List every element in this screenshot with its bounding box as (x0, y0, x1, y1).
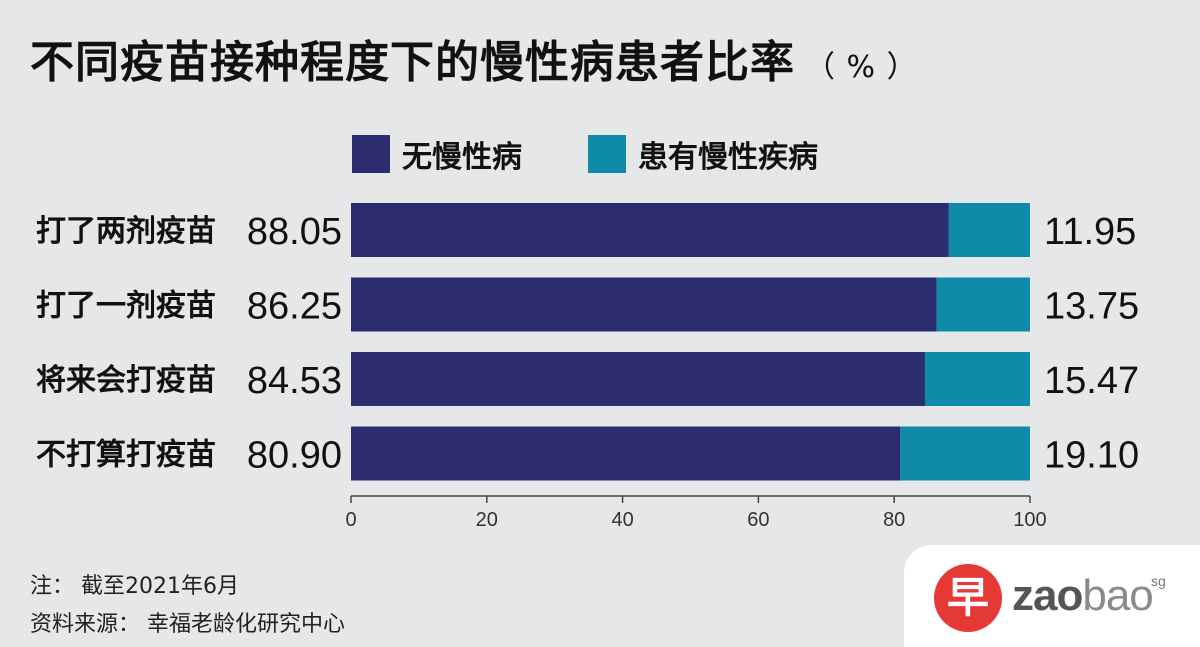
zaobao-logo-suffix: sg (1151, 573, 1166, 589)
footnote-source: 资料来源： 幸福老龄化研究中心 (30, 612, 345, 637)
x-tick-label: 20 (476, 509, 498, 531)
bar-segment-no-chronic (351, 203, 949, 257)
bar-chart: 打了两剂疫苗 88.05 11.95 打了一剂疫苗 86.25 13.75 将来会打疫苗 84… (36, 203, 1139, 531)
zaobao-logo-mark: 早 (934, 564, 1002, 632)
legend-label-has-chronic: 患有慢性疾病 (638, 140, 818, 175)
legend-swatch-no-chronic (352, 135, 390, 173)
bar-segment-has-chronic (948, 203, 1030, 257)
footnote-note: 注： 截至2021年6月 (30, 574, 239, 599)
data-label-no-chronic: 80.90 (247, 435, 342, 477)
x-tick-label: 0 (345, 509, 356, 531)
bar-segment-no-chronic (351, 426, 901, 481)
x-tick-label: 80 (883, 509, 905, 531)
legend: 无慢性病 患有慢性疾病 (352, 132, 884, 176)
data-label-has-chronic: 11.95 (1044, 211, 1136, 253)
chart-title: 不同疫苗接种程度下的慢性病患者比率 （ % ） (30, 26, 918, 90)
data-label-no-chronic: 84.53 (247, 360, 342, 402)
legend-swatch-has-chronic (588, 135, 626, 173)
category-label: 将来会打疫苗 (36, 363, 216, 398)
zaobao-logo-text-bold: zao (1012, 571, 1083, 620)
x-tick-label: 40 (611, 509, 633, 531)
x-tick-label: 100 (1013, 509, 1046, 531)
category-label: 打了两剂疫苗 (36, 214, 216, 249)
bar-segment-no-chronic (351, 352, 925, 406)
x-tick-label: 60 (747, 509, 769, 531)
bar-segment-has-chronic (924, 352, 1030, 406)
data-label-has-chronic: 15.47 (1044, 360, 1139, 402)
chart-title-text: 不同疫苗接种程度下的慢性病患者比率 (30, 37, 795, 88)
legend-label-no-chronic: 无慢性病 (402, 140, 522, 175)
zaobao-logo-text: zaobao (1012, 571, 1154, 621)
chart-title-unit: （ % ） (805, 50, 918, 85)
data-label-no-chronic: 88.05 (247, 211, 342, 253)
category-label: 不打算打疫苗 (36, 438, 216, 473)
data-label-no-chronic: 86.25 (247, 286, 342, 328)
bar-segment-no-chronic (351, 277, 937, 332)
legend-item-no-chronic: 无慢性病 (352, 132, 522, 176)
bar-segment-has-chronic (936, 277, 1030, 332)
bar-segment-has-chronic (900, 426, 1030, 481)
data-label-has-chronic: 13.75 (1044, 286, 1139, 328)
legend-item-has-chronic: 患有慢性疾病 (588, 132, 818, 176)
data-label-has-chronic: 19.10 (1044, 435, 1139, 477)
zaobao-logo[interactable]: 早 zaobao sg (904, 545, 1200, 647)
category-label: 打了一剂疫苗 (36, 289, 216, 324)
zaobao-logo-text-light: bao (1082, 571, 1153, 620)
